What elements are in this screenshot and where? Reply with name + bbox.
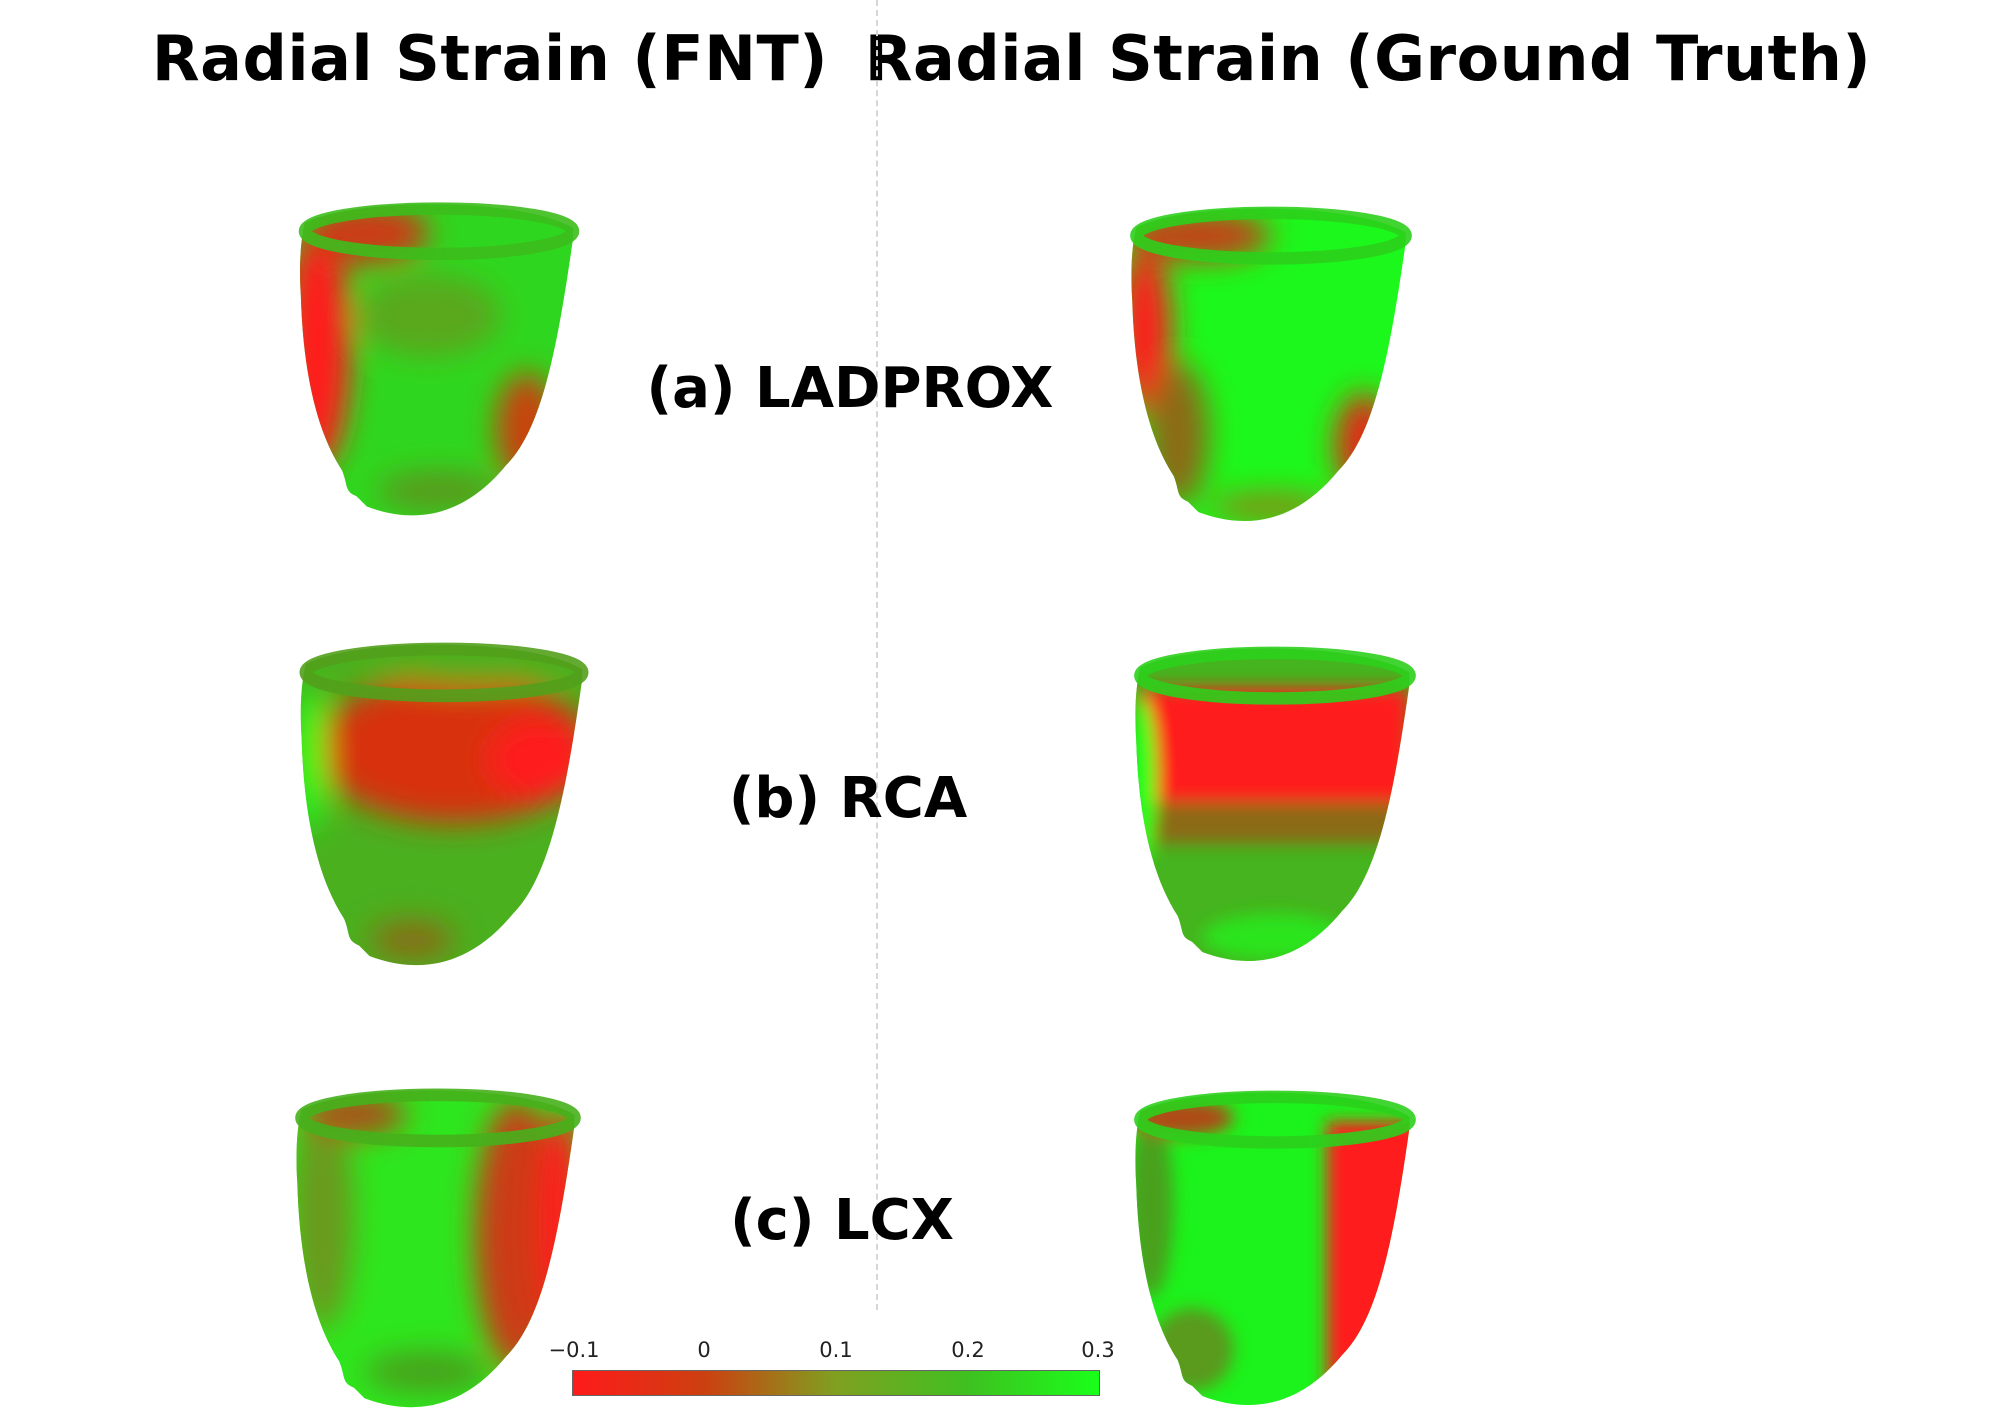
- heart-fnt-ladprox: [294, 192, 584, 522]
- heart-fnt-lcx: [288, 1078, 588, 1414]
- row-label-rca: (b) RCA: [728, 766, 968, 831]
- title-fnt: Radial Strain (FNT): [151, 22, 829, 95]
- colorbar-tick-2: 0: [697, 1338, 711, 1362]
- row-label-ladprox: (a) LADPROX: [646, 356, 1054, 421]
- heart-gt-ladprox: [1126, 192, 1416, 532]
- heart-fnt-rca: [294, 632, 594, 972]
- colorbar-gradient: [572, 1370, 1100, 1396]
- column-divider: [876, 0, 878, 1310]
- title-ground-truth: Radial Strain (Ground Truth): [864, 22, 1872, 95]
- colorbar: −0.1 0 0.1 0.2 0.3: [549, 1338, 1115, 1400]
- colorbar-tick-5: 0.3: [1081, 1338, 1115, 1362]
- colorbar-tick-4: 0.2: [951, 1338, 985, 1362]
- heart-gt-rca: [1130, 632, 1420, 972]
- heart-gt-lcx: [1130, 1078, 1420, 1414]
- colorbar-tick-1: −0.1: [548, 1338, 600, 1362]
- row-label-lcx: (c) LCX: [730, 1188, 954, 1253]
- colorbar-tick-3: 0.1: [819, 1338, 853, 1362]
